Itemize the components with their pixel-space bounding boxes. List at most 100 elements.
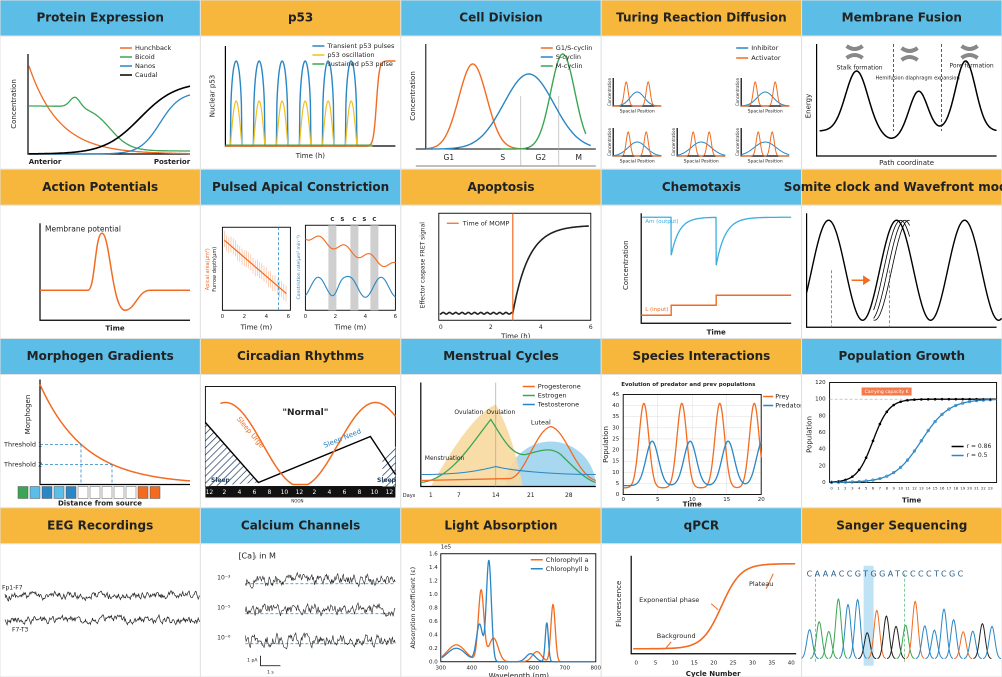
tile: Turing Reaction DiffusionInhibitorActiva… [601, 0, 801, 169]
shape [114, 487, 124, 499]
point [920, 398, 923, 401]
label: C [372, 217, 376, 223]
label: Sleep [377, 477, 397, 484]
label: 4 [364, 314, 368, 320]
label: 0.8 [429, 605, 438, 611]
shape [126, 487, 136, 499]
label: Spacial Position [620, 109, 655, 115]
label: 300 [436, 665, 447, 671]
label: 6 [589, 324, 593, 331]
label: 6 [342, 489, 346, 496]
label: 0 [616, 492, 620, 498]
point [872, 440, 875, 443]
label: 10 [371, 489, 379, 496]
label: 28 [565, 492, 573, 499]
label: 10⁻⁶ [217, 634, 231, 641]
label: Chlorophyll b [546, 565, 589, 573]
label: [Ca]ᵢ in M [238, 551, 276, 560]
tile-body [0, 544, 200, 677]
label: 6 [252, 489, 256, 496]
label: Fp1-F7 [2, 584, 23, 591]
label: Concentration [735, 127, 740, 156]
label: Anterior [29, 158, 62, 166]
label: M-cyclin [556, 62, 583, 70]
label: Inhibitor [751, 44, 778, 52]
label: 12 [296, 489, 304, 496]
label: 10⁻⁵ [217, 604, 231, 611]
label: Time [105, 324, 124, 332]
label: Spacial Position [684, 159, 719, 165]
label: 1.2 [429, 578, 438, 584]
tile-title: Membrane Fusion [842, 11, 962, 25]
tile-title: Apoptosis [467, 180, 534, 194]
label: Ovulation [486, 409, 515, 416]
label: 10 [281, 489, 289, 496]
label: r = 0.86 [967, 443, 992, 450]
label: M [576, 153, 582, 162]
label: Membrane potential [45, 224, 121, 233]
point [879, 423, 882, 426]
tile-body [802, 544, 1002, 677]
label: F7-T3 [12, 626, 29, 633]
label: 35 [768, 660, 775, 666]
label: 22 [981, 486, 986, 491]
label: Time of MOMP [462, 219, 510, 227]
label: 30 [612, 425, 619, 431]
tile: ChemotaxisAm (output)L (input)Concentrat… [601, 169, 801, 338]
point [913, 398, 916, 401]
shape [90, 487, 100, 499]
label: 400 [467, 665, 478, 671]
tile-title: Somite clock and Wavefront model [784, 180, 1002, 194]
tile-title: Turing Reaction Diffusion [616, 11, 787, 25]
label: Predator [775, 402, 803, 410]
label: 14 [926, 486, 931, 491]
label: S-cyclin [556, 53, 581, 61]
label: Luteal [531, 419, 551, 427]
label: 40 [788, 660, 795, 666]
label: Background [657, 632, 696, 640]
label: 10 [671, 660, 678, 666]
label: 4 [265, 314, 269, 320]
gallery-grid: Protein ExpressionConcentrationAnteriorP… [0, 0, 1002, 677]
label: p53 oscillation [327, 51, 374, 59]
label: Concentration [622, 240, 630, 290]
label: Concentration [735, 77, 740, 106]
tile: Action PotentialsMembrane potentialTime [0, 169, 200, 338]
tile-title: Sanger Sequencing [836, 518, 967, 532]
label: 35 [612, 414, 619, 420]
label: r = 0.5 [967, 452, 988, 459]
label: Distance from source [58, 500, 142, 508]
label: G1 [444, 153, 455, 162]
tile-title: Pulsed Apical Constriction [212, 180, 389, 194]
label: sustained p53 pulse [327, 60, 392, 68]
label: Plateau [749, 580, 773, 588]
shape [150, 487, 160, 499]
label: Spacial Position [748, 109, 783, 115]
label: "Normal" [282, 408, 328, 418]
label: Furrow depth(µm) [212, 247, 218, 292]
label: 4 [327, 489, 331, 496]
label: Fluorescence [615, 581, 623, 627]
label: 14 [492, 492, 500, 499]
label: 21 [974, 486, 979, 491]
label: 1.4 [429, 565, 438, 571]
label: Nuclear p53 [208, 75, 216, 118]
label: Morphogen [24, 395, 32, 435]
label: Evolution of predator and prev populatio… [621, 382, 756, 388]
label: Time (h) [295, 152, 326, 160]
label: Absorption coefficient (ε) [409, 567, 417, 649]
label: Concentration [607, 77, 612, 106]
label: 100 [815, 397, 826, 403]
label: 40 [612, 403, 619, 409]
tile: Population GrowthCarrying capacity Kr = … [802, 339, 1002, 508]
label: 25 [730, 660, 737, 666]
label: 1e5 [441, 544, 452, 550]
shape [864, 566, 874, 666]
shape [66, 487, 76, 499]
label: Transient p53 pulses [326, 42, 395, 50]
shape [30, 487, 40, 499]
label: 30 [749, 660, 756, 666]
label: Concentration [607, 127, 612, 156]
